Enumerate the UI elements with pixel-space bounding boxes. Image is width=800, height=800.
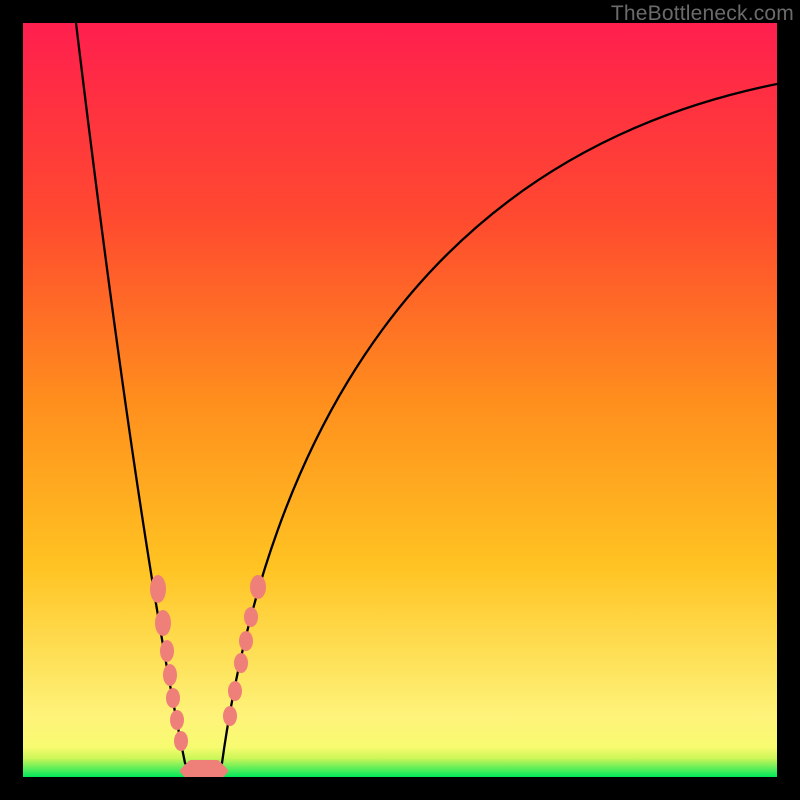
- data-marker: [244, 607, 258, 627]
- data-marker: [150, 575, 166, 603]
- data-marker: [166, 688, 180, 708]
- curve-overlay: [23, 23, 777, 777]
- chart-root: TheBottleneck.com: [0, 0, 800, 800]
- data-marker: [170, 710, 184, 730]
- data-marker: [250, 575, 266, 599]
- data-marker: [228, 681, 242, 701]
- plot-area: [23, 23, 777, 777]
- valley-marker-cluster: [183, 763, 225, 777]
- data-marker: [174, 731, 188, 751]
- data-marker: [163, 664, 177, 686]
- data-marker: [234, 653, 248, 673]
- marker-layer: [150, 575, 266, 777]
- bottleneck-curve: [76, 23, 777, 775]
- data-marker: [155, 610, 171, 636]
- data-marker: [223, 706, 237, 726]
- data-marker: [239, 631, 253, 651]
- data-marker: [160, 640, 174, 662]
